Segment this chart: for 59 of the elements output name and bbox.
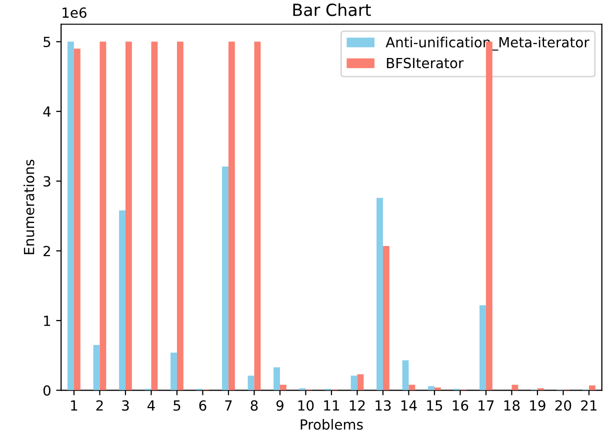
- bar: [125, 42, 132, 390]
- bar: [248, 376, 254, 390]
- bar: [434, 387, 441, 390]
- bar: [274, 367, 280, 390]
- x-tick-label: 3: [122, 400, 129, 411]
- x-tick-label: 7: [225, 400, 232, 411]
- x-tick-label: 13: [376, 400, 391, 411]
- bar: [382, 246, 390, 390]
- bar: [350, 376, 358, 390]
- bar: [68, 42, 74, 390]
- x-tick-label: 12: [350, 400, 365, 411]
- x-tick-label: 20: [555, 400, 572, 411]
- bar: [408, 384, 416, 390]
- bar: [280, 384, 286, 390]
- text: 1e6: [62, 7, 86, 18]
- x-tick-label: 1: [71, 400, 78, 411]
- y-axis-title: Enumerations: [24, 160, 34, 254]
- y-tick-label: 1: [44, 316, 50, 326]
- bar: [512, 384, 518, 390]
- x-tick-label: 11: [324, 400, 340, 411]
- bar: [376, 198, 383, 390]
- x-tick-label: 15: [427, 400, 442, 411]
- bar: [254, 42, 261, 390]
- bar: [170, 352, 177, 390]
- bar: [480, 305, 486, 390]
- x-axis-title: Problems: [300, 419, 363, 430]
- bar: [588, 385, 596, 390]
- bar: [402, 360, 409, 390]
- bar: [357, 374, 364, 390]
- bar: [428, 386, 434, 390]
- y-tick-label: 2: [44, 246, 50, 256]
- bar: [222, 166, 228, 390]
- x-tick-label: 9: [276, 400, 284, 411]
- x-tick-label: 6: [199, 400, 206, 411]
- bar: [119, 210, 126, 390]
- bar: [93, 344, 100, 390]
- x-tick-label: 5: [174, 400, 180, 411]
- x-tick-label: 8: [250, 400, 258, 411]
- bar: [176, 42, 184, 390]
- x-tick-label: 16: [452, 400, 468, 411]
- y-tick-label: 4: [43, 106, 51, 117]
- bar: [100, 42, 106, 390]
- x-tick-label: 19: [530, 400, 546, 411]
- bar: [228, 42, 235, 390]
- bar: [74, 48, 80, 390]
- legend-label: Anti-unification_Meta-iterator: [386, 36, 590, 51]
- x-tick-label: 14: [401, 400, 417, 411]
- legend-label: BFSIterator: [386, 58, 464, 68]
- y-tick-label: 5: [44, 36, 50, 48]
- y-tick-label: 0: [43, 385, 50, 396]
- x-tick-label: 18: [504, 400, 520, 411]
- x-tick-label: 17: [478, 400, 494, 411]
- y-tick-label: 3: [44, 176, 50, 187]
- x-tick-label: 10: [298, 400, 314, 411]
- x-tick-label: 4: [147, 400, 155, 411]
- chart-title: Bar Chart: [293, 3, 371, 16]
- bar: [151, 42, 158, 390]
- x-tick-label: 2: [96, 400, 103, 411]
- x-tick-label: 21: [581, 400, 597, 411]
